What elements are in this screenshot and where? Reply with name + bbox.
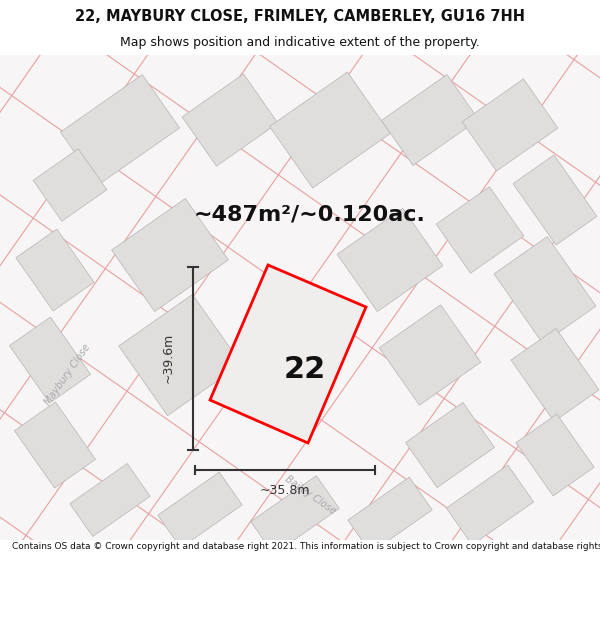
Polygon shape [14, 402, 95, 488]
Polygon shape [379, 305, 481, 405]
Polygon shape [446, 465, 533, 545]
Polygon shape [337, 208, 443, 312]
Text: 22, MAYBURY CLOSE, FRIMLEY, CAMBERLEY, GU16 7HH: 22, MAYBURY CLOSE, FRIMLEY, CAMBERLEY, G… [75, 9, 525, 24]
Polygon shape [33, 149, 107, 221]
Text: Bailey Close: Bailey Close [283, 474, 337, 516]
Polygon shape [516, 414, 594, 496]
Polygon shape [119, 294, 241, 416]
Polygon shape [382, 74, 479, 166]
Polygon shape [511, 329, 599, 421]
Polygon shape [210, 265, 366, 443]
Polygon shape [269, 72, 391, 188]
Text: Map shows position and indicative extent of the property.: Map shows position and indicative extent… [120, 36, 480, 49]
Text: ~39.6m: ~39.6m [161, 333, 175, 383]
Polygon shape [406, 402, 494, 488]
Polygon shape [112, 199, 229, 311]
Polygon shape [462, 79, 558, 171]
Polygon shape [182, 74, 278, 166]
Polygon shape [16, 229, 94, 311]
Polygon shape [348, 477, 432, 553]
Text: ~35.8m: ~35.8m [260, 484, 310, 496]
Polygon shape [70, 464, 150, 536]
Text: ~487m²/~0.120ac.: ~487m²/~0.120ac. [194, 205, 426, 225]
Polygon shape [10, 317, 91, 403]
Text: 22: 22 [284, 356, 326, 384]
Polygon shape [158, 472, 242, 548]
Polygon shape [61, 75, 179, 185]
Text: Maybury: Maybury [270, 274, 310, 306]
Text: Contains OS data © Crown copyright and database right 2021. This information is : Contains OS data © Crown copyright and d… [12, 542, 600, 551]
Text: Maybury Close: Maybury Close [43, 342, 93, 408]
Polygon shape [494, 236, 596, 344]
Polygon shape [251, 476, 339, 554]
Polygon shape [436, 187, 524, 273]
Polygon shape [513, 155, 597, 245]
